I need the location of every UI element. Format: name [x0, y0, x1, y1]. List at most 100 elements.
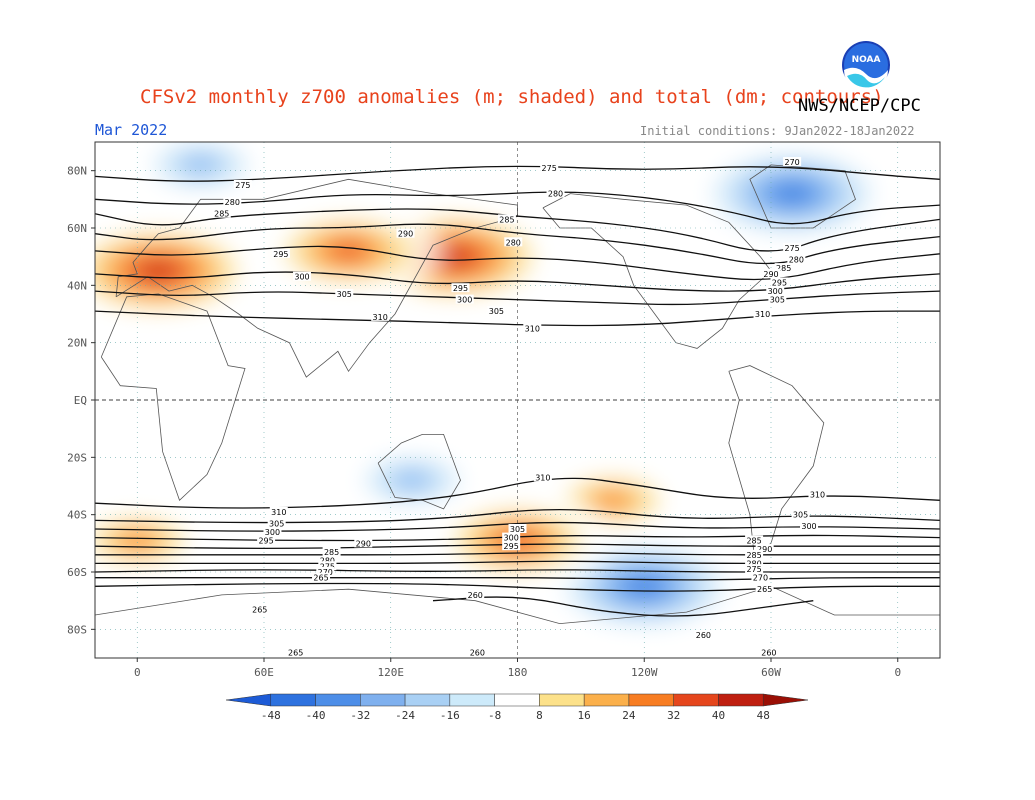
x-tick-label: 60W — [761, 666, 781, 679]
colorbar-swatch — [315, 693, 361, 707]
y-tick-label: 80N — [67, 165, 87, 178]
colorbar-label: -40 — [306, 709, 326, 722]
colorbar-label: -24 — [395, 709, 415, 722]
colorbar-swatch — [360, 693, 406, 707]
contour-line-270 — [95, 577, 940, 581]
contour-label: 305 — [337, 290, 352, 299]
contour-label-bg — [694, 630, 713, 640]
contour-label: 305 — [793, 511, 808, 520]
contour-label-bg — [783, 157, 802, 167]
contour-label-bg — [791, 509, 810, 519]
contour-label: 300 — [457, 296, 472, 305]
contour-label-bg — [508, 524, 527, 533]
x-tick-label: 60E — [254, 666, 274, 679]
y-tick-label: 60N — [67, 222, 87, 235]
contour-label-bg — [371, 311, 390, 321]
contour-label: 300 — [265, 528, 280, 537]
contour-label: 275 — [235, 181, 250, 190]
colorbar-swatch — [628, 693, 674, 707]
contour-line-310 — [95, 310, 940, 327]
y-tick-label: 40S — [67, 509, 87, 522]
contour-label-bg — [354, 538, 373, 548]
contour-label: 280 — [746, 559, 761, 568]
colorbar-swatch — [404, 693, 451, 707]
contour-label: 305 — [510, 525, 525, 534]
continent-outline — [377, 434, 461, 510]
anomaly-region-core — [774, 183, 811, 204]
contour-label: 265 — [757, 585, 772, 594]
contour-label: 285 — [214, 210, 229, 219]
x-tick-label: 120W — [631, 666, 658, 679]
contour-label-bg — [396, 228, 415, 238]
colorbar-swatch — [539, 693, 585, 707]
contour-label: 310 — [810, 491, 825, 500]
contour-label: 270 — [784, 158, 799, 167]
contour-label: 300 — [801, 522, 816, 531]
contour-label: 295 — [453, 284, 468, 293]
contour-label-bg — [745, 549, 764, 559]
contour-label-bg — [502, 532, 521, 542]
y-tick-label: 20S — [67, 451, 87, 464]
colorbar-low-arrow — [225, 693, 272, 707]
contour-label-bg — [212, 208, 231, 218]
contour-label-bg — [755, 544, 774, 554]
contour-line-280 — [95, 191, 940, 225]
contour-line-300 — [95, 271, 940, 292]
contour-label-bg — [755, 584, 774, 594]
y-tick-label: 40N — [67, 279, 87, 292]
contour-label: 275 — [746, 565, 761, 574]
contour-label-bg — [766, 286, 785, 296]
colorbar-swatch — [494, 693, 540, 707]
contour-line-290 — [95, 543, 940, 549]
contour-label: 310 — [373, 313, 388, 322]
contour-label-bg — [318, 555, 337, 565]
colorbar-label: 40 — [712, 709, 725, 722]
contour-label-bg — [800, 521, 819, 531]
y-tick-label: 80S — [67, 623, 87, 636]
contour-label: 295 — [273, 250, 288, 259]
anomaly-region-core — [330, 240, 367, 261]
agency-label: NWS/NCEP/CPC — [798, 96, 921, 116]
contour-label: 265 — [252, 605, 267, 614]
contour-line-305 — [95, 509, 940, 524]
colorbar-swatch — [583, 693, 630, 707]
colorbar-label: 24 — [622, 709, 636, 722]
contour-label: 260 — [761, 648, 776, 657]
contour-label: 285 — [499, 215, 514, 224]
contour-label: 295 — [772, 278, 787, 287]
contour-label: 280 — [789, 256, 804, 265]
contour-label-bg — [783, 243, 802, 253]
y-tick-label: EQ — [74, 394, 87, 407]
contour-label: 280 — [506, 238, 521, 247]
contour-label-bg — [233, 180, 252, 189]
colorbar-label: 32 — [667, 709, 680, 722]
contour-label-bg — [540, 162, 559, 172]
continent-outline — [749, 164, 856, 229]
contour-label-bg — [257, 535, 276, 545]
contour-label: 290 — [763, 270, 778, 279]
contour-label: 260 — [696, 631, 711, 640]
contour-label-bg — [762, 268, 780, 278]
contour-label: 265 — [288, 648, 303, 657]
contour-label: 295 — [258, 536, 273, 545]
contour-label: 305 — [770, 296, 785, 305]
colorbar-label: -8 — [488, 709, 501, 722]
contour-line-300 — [95, 521, 940, 532]
x-tick-label: 120E — [378, 666, 405, 679]
colorbar-label: -16 — [440, 709, 460, 722]
contour-label-bg — [745, 564, 764, 574]
colorbar-label: 16 — [578, 709, 591, 722]
contour-label-bg — [546, 188, 565, 198]
contour-label: 290 — [356, 539, 371, 548]
contour-label-bg — [487, 306, 506, 316]
contour-label: 300 — [768, 287, 783, 296]
colorbar-label: 8 — [536, 709, 543, 722]
anomaly-region-core — [119, 530, 156, 551]
contour-label-bg — [312, 572, 331, 582]
colorbar-label: 48 — [757, 709, 770, 722]
y-tick-label: 20N — [67, 337, 87, 350]
contour-label: 285 — [324, 548, 339, 557]
colorbar-label: -48 — [261, 709, 281, 722]
contour-label: 310 — [271, 508, 286, 517]
